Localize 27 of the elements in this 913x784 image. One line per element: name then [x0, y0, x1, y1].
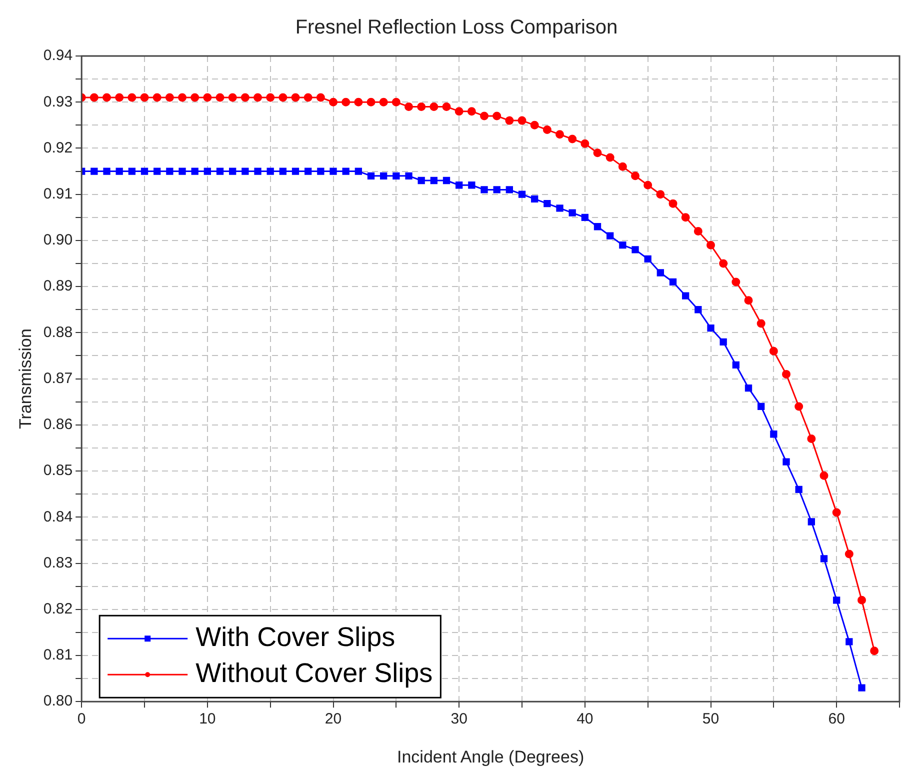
x-axis-title: Incident Angle (Degrees) [396, 747, 584, 766]
y-axis-title: Transmission [16, 328, 35, 430]
y-tick-label: 0.94 [43, 47, 73, 64]
y-tick-label: 0.85 [43, 462, 73, 480]
y-tick-label: 0.88 [43, 324, 73, 341]
x-tick-label: 0 [77, 710, 86, 728]
y-tick-label: 0.82 [43, 600, 73, 618]
x-tick-label: 40 [576, 710, 594, 728]
y-tick-label: 0.87 [43, 370, 73, 387]
y-tick-label: 0.91 [43, 185, 73, 202]
y-tick-label: 0.93 [43, 93, 73, 110]
y-tick-label: 0.92 [43, 139, 73, 156]
x-tick-label: 50 [702, 710, 720, 728]
legend-label: Without Cover Slips [196, 658, 433, 688]
y-tick-label: 0.80 [43, 692, 73, 710]
legend-label: With Cover Slips [196, 622, 396, 652]
x-tick-label: 60 [828, 710, 845, 728]
y-tick-label: 0.89 [43, 278, 73, 295]
y-tick-label: 0.84 [43, 508, 73, 526]
y-tick-label: 0.90 [43, 232, 73, 249]
x-tick-label: 30 [450, 710, 468, 728]
y-tick-label: 0.83 [43, 554, 73, 572]
x-tick-label: 20 [324, 710, 342, 728]
y-tick-label: 0.86 [43, 416, 73, 434]
y-tick-label: 0.81 [43, 646, 73, 664]
x-tick-label: 10 [199, 710, 216, 728]
chart-title: Fresnel Reflection Loss Comparison [295, 16, 618, 39]
